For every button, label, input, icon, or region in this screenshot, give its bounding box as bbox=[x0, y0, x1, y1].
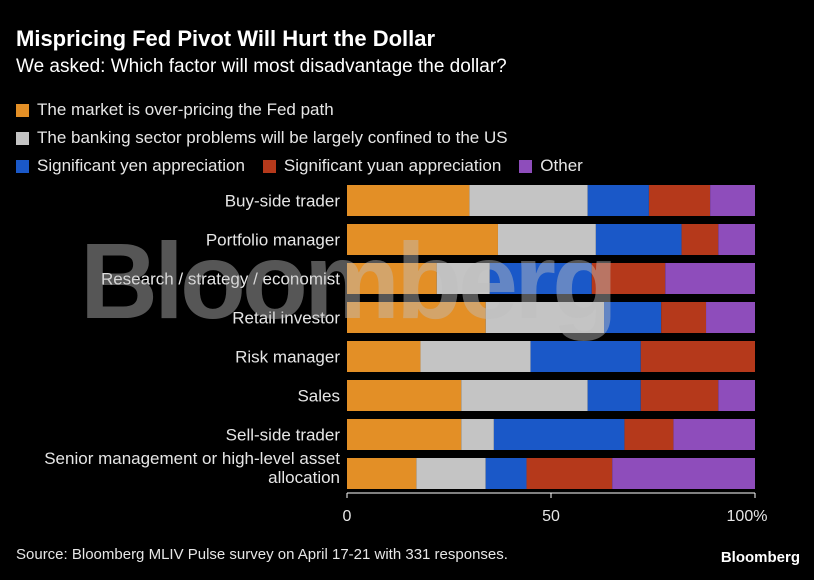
chart-subtitle: We asked: Which factor will most disadva… bbox=[16, 56, 507, 77]
bar-segment bbox=[420, 341, 531, 372]
bar-segment bbox=[489, 263, 592, 294]
category-label: Senior management or high-level asset all… bbox=[44, 449, 340, 487]
bar-segment bbox=[530, 341, 641, 372]
legend-label-banking: The banking sector problems will be larg… bbox=[37, 128, 508, 147]
legend-label-other: Other bbox=[540, 156, 583, 175]
x-tick-label: 50 bbox=[542, 508, 560, 525]
legend-row: Significant yen appreciation Significant… bbox=[16, 152, 806, 180]
bar-segment bbox=[485, 302, 605, 333]
bar-segment bbox=[718, 224, 755, 255]
legend-row: The market is over-pricing the Fed path bbox=[16, 96, 806, 124]
bar-segment bbox=[624, 419, 674, 450]
legend-swatch-fed-path bbox=[16, 103, 29, 117]
bloomberg-logo: Bloomberg bbox=[720, 549, 800, 566]
bar-segment bbox=[347, 224, 498, 255]
category-label: Sales bbox=[297, 387, 340, 406]
bar-segment bbox=[640, 341, 755, 372]
bar-segment bbox=[347, 458, 417, 489]
bar-segment bbox=[661, 302, 707, 333]
bar-segment bbox=[347, 341, 421, 372]
chart-title: Mispricing Fed Pivot Will Hurt the Dolla… bbox=[16, 26, 436, 51]
bar-segment bbox=[493, 419, 625, 450]
legend-label-yen: Significant yen appreciation bbox=[37, 156, 245, 175]
bar-segment bbox=[604, 302, 662, 333]
bar-segment bbox=[587, 380, 641, 411]
legend-swatch-banking bbox=[16, 131, 29, 145]
legend-label-yuan: Significant yuan appreciation bbox=[283, 156, 502, 175]
bar-segment bbox=[497, 224, 596, 255]
bar-segment bbox=[718, 380, 755, 411]
source-note: Source: Bloomberg MLIV Pulse survey on A… bbox=[16, 546, 508, 563]
bar-segment bbox=[665, 263, 755, 294]
category-label: Buy-side trader bbox=[225, 192, 341, 211]
legend-swatch-other bbox=[519, 159, 533, 173]
legend-swatch-yen bbox=[16, 159, 29, 173]
bar-segment bbox=[436, 263, 490, 294]
bar-segment bbox=[347, 419, 462, 450]
category-label: Risk manager bbox=[235, 348, 340, 367]
legend-row: The banking sector problems will be larg… bbox=[16, 124, 806, 152]
bar-segment bbox=[595, 224, 682, 255]
bar-segment bbox=[461, 419, 494, 450]
bar-segment bbox=[485, 458, 527, 489]
bar-segment bbox=[347, 185, 470, 216]
bar-segment bbox=[612, 458, 755, 489]
bar-segment bbox=[347, 380, 462, 411]
legend-item-fed-path: The market is over-pricing the Fed path bbox=[16, 100, 334, 120]
category-label: Sell-side trader bbox=[226, 426, 341, 445]
x-tick-label: 0 bbox=[343, 508, 352, 525]
legend-item-other: Other bbox=[519, 156, 583, 176]
bar-segment bbox=[461, 380, 588, 411]
legend-item-yen: Significant yen appreciation bbox=[16, 156, 245, 176]
bar-segment bbox=[416, 458, 486, 489]
bar-segment bbox=[469, 185, 588, 216]
bar-segment bbox=[591, 263, 666, 294]
bar-segment bbox=[706, 302, 755, 333]
category-label: Retail investor bbox=[232, 309, 340, 328]
legend-swatch-yuan bbox=[262, 159, 276, 173]
category-label: Portfolio manager bbox=[206, 231, 341, 250]
bar-segment bbox=[681, 224, 719, 255]
bar-segment bbox=[347, 302, 486, 333]
legend-label-fed-path: The market is over-pricing the Fed path bbox=[37, 100, 334, 119]
bar-segment bbox=[587, 185, 649, 216]
legend: The market is over-pricing the Fed path … bbox=[16, 96, 806, 180]
category-label: Research / strategy / economist bbox=[101, 270, 340, 289]
bar-segment bbox=[648, 185, 711, 216]
legend-item-banking: The banking sector problems will be larg… bbox=[16, 128, 508, 148]
x-tick-label: 100% bbox=[727, 508, 768, 525]
bar-segment bbox=[526, 458, 613, 489]
legend-item-yuan: Significant yuan appreciation bbox=[262, 156, 502, 176]
bar-segment bbox=[673, 419, 755, 450]
bar-segment bbox=[347, 263, 437, 294]
bar-segment bbox=[710, 185, 755, 216]
bar-segment bbox=[640, 380, 719, 411]
stacked-bar-chart: Buy-side trader Portfolio manager Research… bbox=[44, 185, 768, 525]
